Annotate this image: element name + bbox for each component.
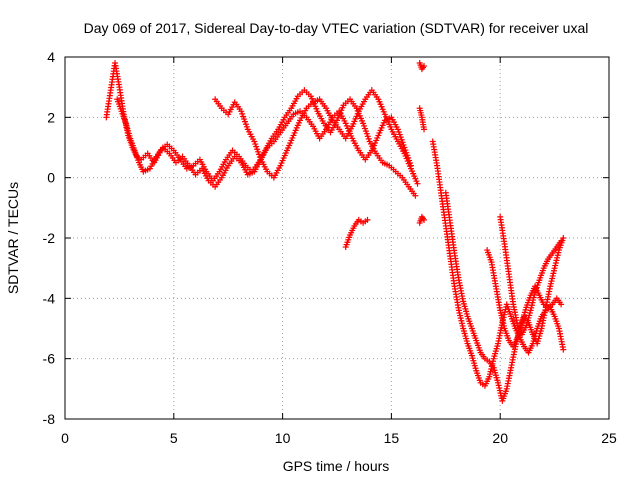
y-tick-label: 0: [47, 170, 55, 186]
x-tick-label: 15: [384, 430, 400, 446]
x-axis-label: GPS time / hours: [283, 458, 390, 474]
chart-title: Day 069 of 2017, Sidereal Day-to-day VTE…: [84, 20, 589, 36]
data-point: [421, 126, 428, 133]
y-tick-label: 2: [47, 109, 55, 125]
y-tick-label: 4: [47, 49, 55, 65]
data-point: [421, 216, 428, 223]
y-tick-label: -8: [43, 411, 56, 427]
data-point: [560, 346, 567, 353]
y-tick-labels: -8 -6 -4 -2 0 2 4: [43, 49, 56, 427]
data-point: [421, 63, 428, 70]
y-tick-label: -6: [43, 351, 56, 367]
x-tick-label: 0: [61, 430, 69, 446]
x-tick-label: 20: [492, 430, 508, 446]
y-tick-label: -4: [43, 290, 56, 306]
data-point: [412, 192, 419, 199]
data-point: [558, 238, 565, 245]
data-point: [364, 216, 371, 223]
x-tick-label: 10: [275, 430, 291, 446]
y-tick-label: -2: [43, 230, 56, 246]
data-point: [560, 235, 567, 241]
data-point: [414, 180, 421, 187]
y-axis-label: SDTVAR / TECUs: [5, 182, 21, 294]
data-point: [558, 301, 565, 308]
x-tick-label: 5: [170, 430, 178, 446]
x-tick-labels: 0 5 10 15 20 25: [61, 430, 617, 446]
axis-ticks: [64, 56, 610, 420]
data-points: [103, 60, 567, 404]
x-tick-label: 25: [601, 430, 617, 446]
